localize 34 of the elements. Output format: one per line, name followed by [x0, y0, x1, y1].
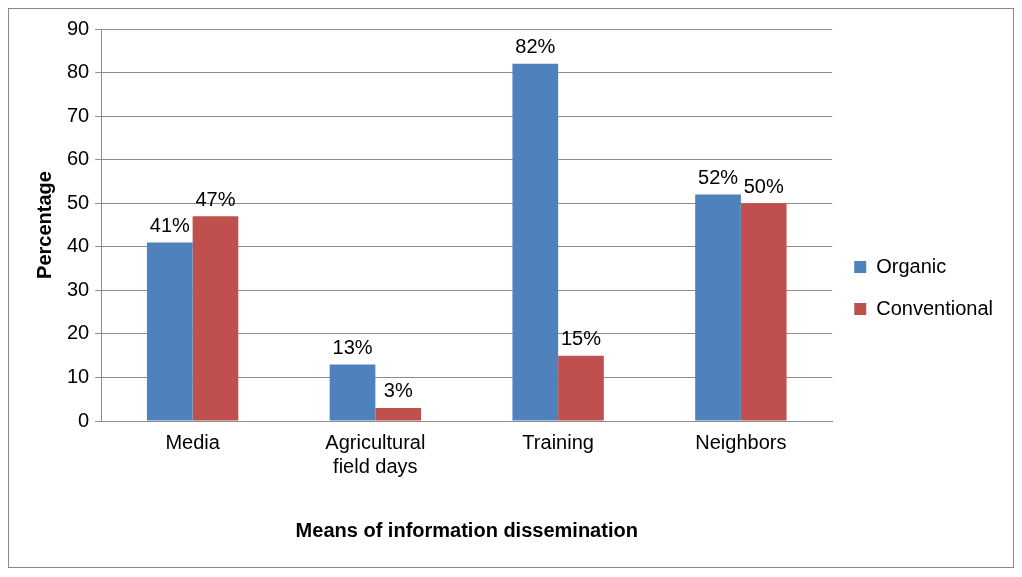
y-tick-label: 50	[67, 190, 90, 213]
data-label: 50%	[743, 174, 784, 197]
bar	[740, 203, 787, 421]
x-tick-label: Agricultural field days	[325, 430, 426, 477]
y-tick-label: 30	[67, 277, 90, 300]
y-axis-title: Percentage	[32, 171, 55, 279]
y-tick-label: 0	[78, 408, 90, 431]
data-label: 52%	[698, 166, 739, 189]
data-label: 47%	[195, 187, 236, 210]
legend-label: Organic	[876, 254, 947, 277]
bar	[695, 194, 741, 421]
bar	[146, 242, 193, 421]
x-axis-title: Means of information dissemination	[295, 518, 638, 541]
data-label: 15%	[560, 327, 602, 350]
y-tick-label: 80	[67, 60, 90, 83]
data-label: 82%	[515, 35, 556, 58]
data-label: 3%	[383, 379, 413, 402]
x-tick-label: Neighbors	[695, 430, 787, 453]
x-tick-label: Media	[165, 430, 221, 453]
y-tick-label: 10	[67, 364, 90, 387]
bar	[329, 364, 376, 421]
legend-label: Conventional	[876, 296, 993, 319]
y-tick-label: 40	[67, 234, 90, 257]
bar	[512, 63, 559, 421]
bar	[192, 216, 239, 421]
y-tick-label: 70	[67, 103, 90, 126]
y-tick-label: 20	[67, 321, 90, 344]
y-tick-label: 60	[67, 147, 90, 170]
data-label: 13%	[332, 335, 373, 358]
x-tick-label: Training	[522, 430, 594, 453]
bar	[558, 355, 604, 421]
data-label: 41%	[149, 213, 191, 236]
y-tick-label: 90	[67, 16, 90, 39]
bar	[375, 407, 422, 421]
